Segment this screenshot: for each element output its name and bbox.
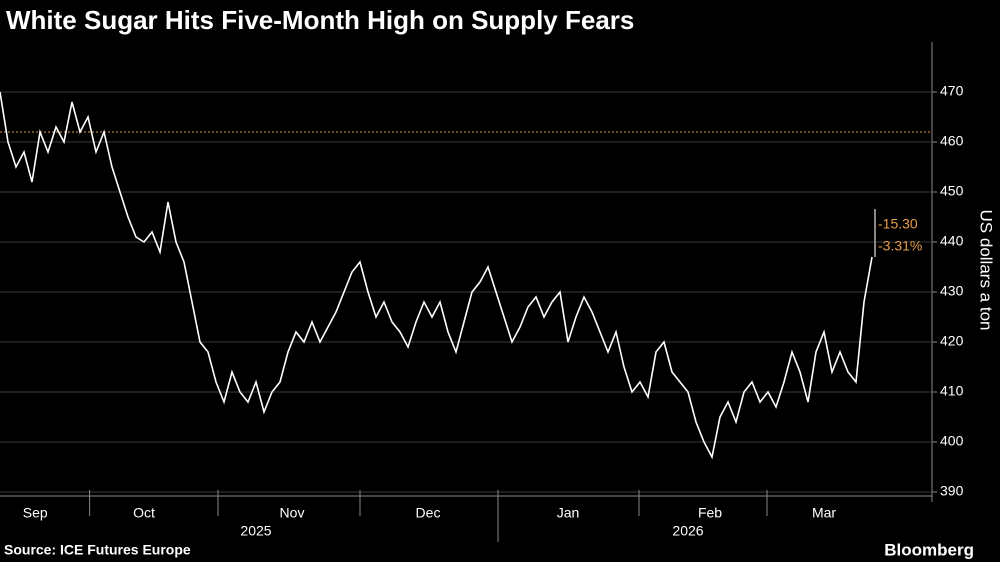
y-tick-label: 390	[940, 483, 964, 499]
y-tick-label: 410	[940, 383, 964, 399]
line	[0, 91, 873, 460]
annotation: -3.31%	[878, 238, 922, 254]
x-tick-label: Dec	[416, 505, 441, 521]
y-tick-label: 400	[940, 433, 964, 449]
y-tick-label: 450	[940, 183, 964, 199]
y-tick-label: 440	[940, 233, 964, 249]
source: Source: ICE Futures Europe	[4, 542, 191, 558]
chart-title: White Sugar Hits Five-Month High on Supp…	[6, 5, 634, 35]
x-tick-label: Sep	[23, 505, 48, 521]
y-tick-label: 460	[940, 133, 964, 149]
x-tick-label: Nov	[280, 505, 305, 521]
y-tick-label: 430	[940, 283, 964, 299]
x-tick-label: Mar	[812, 505, 836, 521]
x-tick-label: Feb	[698, 505, 722, 521]
y-tick-label: 470	[940, 83, 964, 99]
year-label: 2025	[240, 523, 271, 539]
y-axis-label: US dollars a ton	[977, 210, 996, 331]
brand: Bloomberg	[884, 540, 974, 559]
year-label: 2026	[672, 523, 703, 539]
x-tick-label: Oct	[133, 505, 155, 521]
y-tick-label: 420	[940, 333, 964, 349]
x-tick-label: Jan	[557, 505, 580, 521]
annotation: -15.30	[878, 216, 918, 232]
